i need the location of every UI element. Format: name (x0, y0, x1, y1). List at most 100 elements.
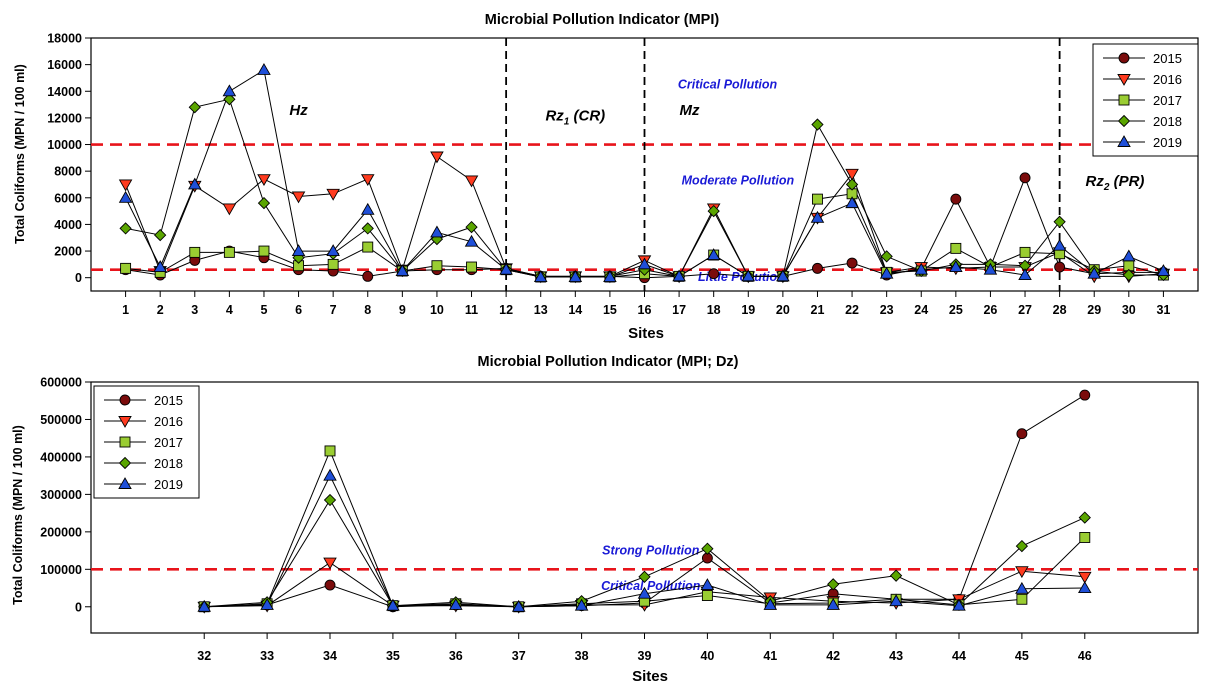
y-tick-label: 8000 (54, 165, 82, 179)
point-2019-site-33 (260, 597, 274, 610)
y-tick-label: 18000 (47, 32, 82, 46)
y-tick-label: 2000 (54, 245, 82, 259)
point-2019-site-38 (574, 598, 589, 611)
point-2016-site-45 (1015, 566, 1029, 579)
point-2019-site-28 (1052, 238, 1067, 251)
x-tick-label: 22 (845, 303, 859, 317)
point-2019-site-39 (637, 586, 652, 599)
point-2019-site-42 (826, 597, 840, 610)
point-2017-site-11 (466, 261, 477, 273)
x-tick-label: 45 (1015, 649, 1029, 663)
point-2015-site-34 (324, 579, 336, 591)
x-tick-label: 42 (826, 649, 840, 663)
point-2015-site-27 (1019, 172, 1031, 184)
x-tick-label: 8 (364, 303, 371, 317)
point-2015-site-22 (846, 257, 858, 269)
point-2015-site-45 (1016, 428, 1028, 440)
annotation-label: Rz2 (PR) (1086, 173, 1145, 193)
legend-label-2019: 2019 (154, 477, 183, 492)
point-2018-site-43 (889, 569, 903, 582)
chart-bottom-y-axis-label: Total Coliforms (MPN / 100 ml) (11, 425, 25, 605)
point-2019-site-31 (1156, 264, 1171, 276)
x-tick-label: 31 (1156, 303, 1170, 317)
point-2017-site-10 (431, 260, 443, 272)
x-tick-label: 46 (1078, 649, 1092, 663)
point-2015-site-21 (812, 262, 823, 274)
point-2019-site-14 (568, 270, 583, 282)
x-tick-label: 30 (1122, 303, 1136, 317)
x-tick-label: 20 (776, 303, 790, 317)
legend-label-2015: 2015 (154, 393, 183, 408)
point-2019-site-32 (197, 599, 211, 612)
annotation-label: Mz (679, 102, 699, 119)
point-2019-site-44 (952, 598, 966, 611)
legend-label-2017: 2017 (154, 435, 183, 450)
point-2017-site-34 (324, 445, 336, 457)
point-2017-site-45 (1016, 593, 1028, 605)
point-2018-site-34 (323, 493, 337, 507)
point-2019-site-20 (776, 269, 790, 282)
legend: 2015 2016 2017 2018 2019 (93, 385, 200, 499)
x-tick-label: 28 (1053, 303, 1067, 317)
point-2019-site-19 (741, 269, 756, 282)
point-2019-site-26 (983, 262, 998, 275)
legend-label-2018: 2018 (1153, 114, 1182, 129)
point-2019-site-6 (291, 244, 306, 257)
point-2016-site-1 (118, 179, 133, 192)
point-2015-site-25 (950, 193, 962, 205)
x-tick-label: 24 (914, 303, 928, 317)
y-tick-label: 16000 (47, 58, 82, 72)
point-2017-site-40 (701, 590, 713, 601)
y-tick-label: 0 (75, 271, 82, 285)
point-2019-site-17 (672, 269, 686, 282)
legend-marker-2016 (1117, 74, 1131, 86)
x-tick-label: 3 (191, 303, 198, 317)
point-2019-site-36 (449, 597, 463, 610)
chart-top-panel: Microbial Pollution Indicator (MPI) Site… (13, 12, 1199, 342)
point-2018-site-2 (154, 228, 167, 242)
point-2019-site-41 (763, 597, 778, 610)
legend-label-2018: 2018 (154, 456, 183, 471)
point-2019-site-43 (889, 594, 903, 607)
point-2019-site-29 (1087, 266, 1101, 279)
x-tick-label: 35 (386, 649, 400, 663)
y-tick-label: 200000 (40, 525, 82, 539)
legend-label-2016: 2016 (154, 414, 183, 429)
point-2016-site-5 (257, 174, 271, 187)
x-tick-label: 33 (260, 649, 274, 663)
x-tick-label: 27 (1018, 303, 1032, 317)
point-2015-site-8 (362, 270, 374, 282)
point-2019-site-30 (1122, 249, 1136, 262)
point-2018-site-21 (811, 118, 824, 131)
point-2017-site-3 (189, 246, 201, 258)
x-tick-label: 43 (889, 649, 903, 663)
chart-bottom-panel: Microbial Pollution Indicator (MPI; Dz) … (11, 354, 1199, 685)
point-2018-site-39 (638, 570, 651, 583)
point-2019-site-1 (118, 190, 133, 203)
point-2019-site-16 (637, 257, 652, 270)
x-tick-label: 21 (811, 303, 825, 317)
x-tick-label: 19 (741, 303, 755, 317)
point-2018-site-42 (827, 578, 840, 591)
point-2016-site-46 (1078, 571, 1092, 584)
x-tick-label: 10 (430, 303, 444, 317)
x-tick-label: 15 (603, 303, 617, 317)
x-tick-label: 1 (122, 303, 129, 317)
point-2016-site-6 (291, 191, 306, 204)
point-2016-site-8 (360, 174, 375, 187)
legend-marker-2015 (1118, 52, 1130, 64)
x-tick-label: 4 (226, 303, 233, 317)
point-2019-site-35 (386, 598, 400, 611)
point-2016-site-34 (323, 557, 337, 570)
point-2019-site-37 (511, 599, 526, 612)
x-tick-label: 5 (260, 303, 267, 317)
point-2018-site-40 (701, 542, 714, 555)
point-2019-site-7 (326, 244, 340, 257)
point-2018-site-30 (1122, 268, 1135, 282)
chart-top-y-axis-label: Total Coliforms (MPN / 100 ml) (13, 64, 27, 244)
x-tick-label: 2 (157, 303, 164, 317)
y-tick-label: 4000 (54, 218, 82, 232)
x-tick-label: 17 (672, 303, 686, 317)
point-2016-site-4 (222, 203, 237, 216)
point-2017-site-7 (327, 258, 339, 270)
